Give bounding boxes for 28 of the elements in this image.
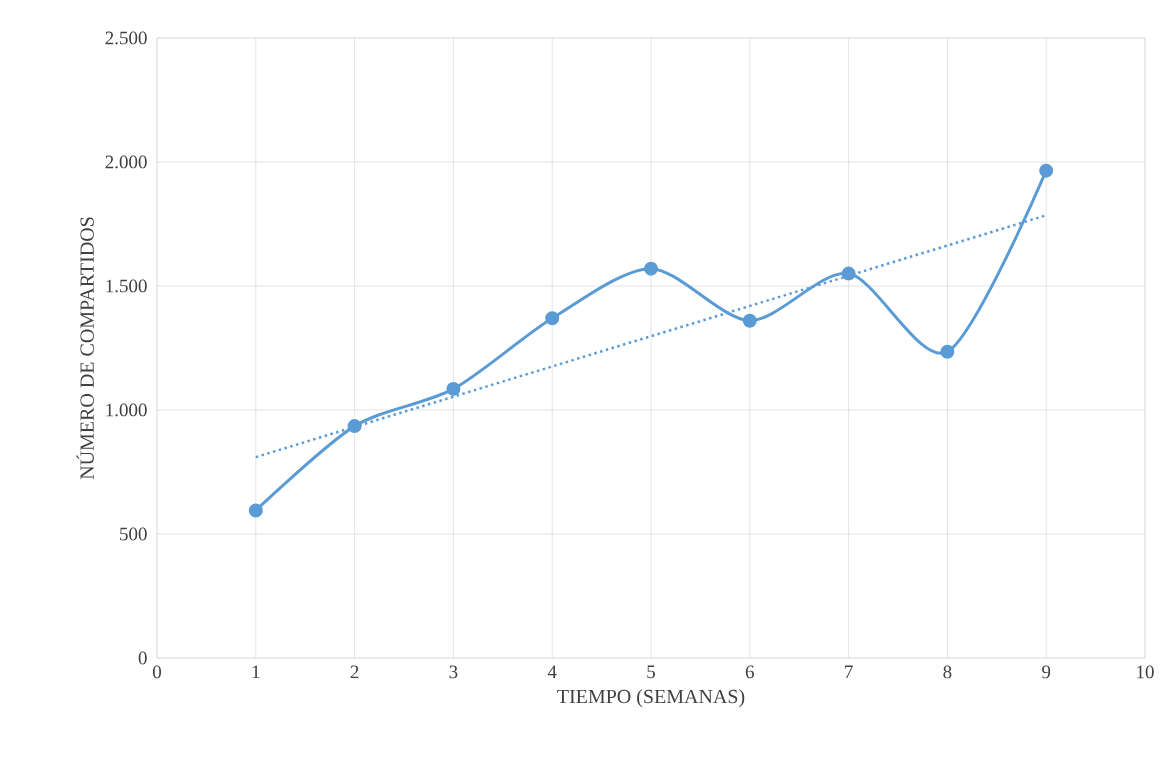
x-tick-label: 9	[1042, 665, 1051, 679]
point	[644, 261, 658, 276]
y-tick-label: 2.000	[105, 155, 147, 169]
x-tick-label: 5	[647, 665, 655, 679]
x-tick-label: 7	[845, 665, 853, 678]
point	[446, 381, 461, 396]
y-tick-label: 500	[120, 527, 147, 541]
x-tick-label: 1	[252, 665, 260, 679]
x-tick-label: 0	[152, 665, 162, 679]
y-tick-label: 0	[138, 651, 147, 665]
point	[742, 313, 757, 328]
y-tick-label: 1.500	[106, 279, 147, 293]
x-tick-label: 10	[1137, 665, 1154, 679]
point	[347, 419, 362, 434]
x-tick-label: 8	[943, 665, 952, 679]
y-tick-label: 2.500	[105, 31, 147, 45]
y-axis-title: NÚMERO DE COMPARTIDOS	[76, 217, 94, 480]
x-axis-title: TIEMPO (SEMANAS)	[557, 689, 745, 708]
point	[1039, 163, 1054, 178]
point	[940, 344, 955, 359]
point	[248, 503, 263, 518]
y-tick-label: 1.000	[106, 403, 147, 417]
x-tick-label: 2	[350, 665, 359, 679]
point	[545, 311, 560, 326]
point	[841, 266, 856, 281]
x-tick-label: 3	[449, 665, 458, 679]
x-tick-label: 4	[547, 665, 557, 679]
x-tick-label: 6	[745, 665, 754, 679]
